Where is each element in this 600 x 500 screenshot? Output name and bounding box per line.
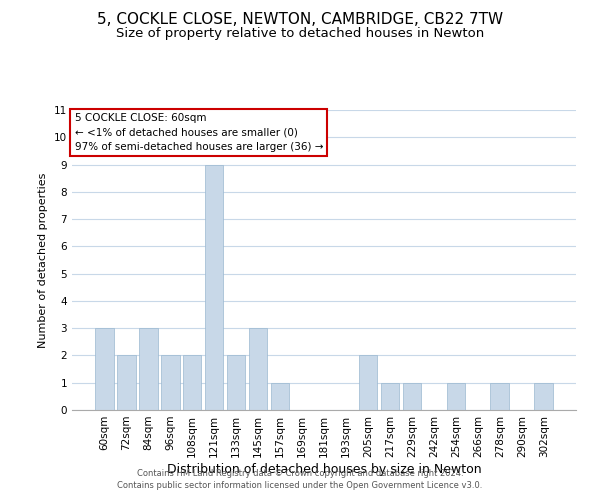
- Bar: [359, 356, 377, 410]
- Bar: [139, 328, 158, 410]
- Text: 5, COCKLE CLOSE, NEWTON, CAMBRIDGE, CB22 7TW: 5, COCKLE CLOSE, NEWTON, CAMBRIDGE, CB22…: [97, 12, 503, 28]
- Text: Contains HM Land Registry data © Crown copyright and database right 2024.: Contains HM Land Registry data © Crown c…: [137, 468, 463, 477]
- Bar: [117, 356, 136, 410]
- Bar: [380, 382, 399, 410]
- Bar: [271, 382, 289, 410]
- Bar: [95, 328, 113, 410]
- Text: Contains public sector information licensed under the Open Government Licence v3: Contains public sector information licen…: [118, 481, 482, 490]
- Text: 5 COCKLE CLOSE: 60sqm
← <1% of detached houses are smaller (0)
97% of semi-detac: 5 COCKLE CLOSE: 60sqm ← <1% of detached …: [74, 113, 323, 152]
- Bar: [161, 356, 179, 410]
- Bar: [403, 382, 421, 410]
- Bar: [249, 328, 268, 410]
- Y-axis label: Number of detached properties: Number of detached properties: [38, 172, 49, 348]
- Bar: [205, 164, 223, 410]
- Text: Size of property relative to detached houses in Newton: Size of property relative to detached ho…: [116, 28, 484, 40]
- Bar: [490, 382, 509, 410]
- Bar: [183, 356, 202, 410]
- X-axis label: Distribution of detached houses by size in Newton: Distribution of detached houses by size …: [167, 462, 481, 475]
- Bar: [446, 382, 465, 410]
- Bar: [535, 382, 553, 410]
- Bar: [227, 356, 245, 410]
